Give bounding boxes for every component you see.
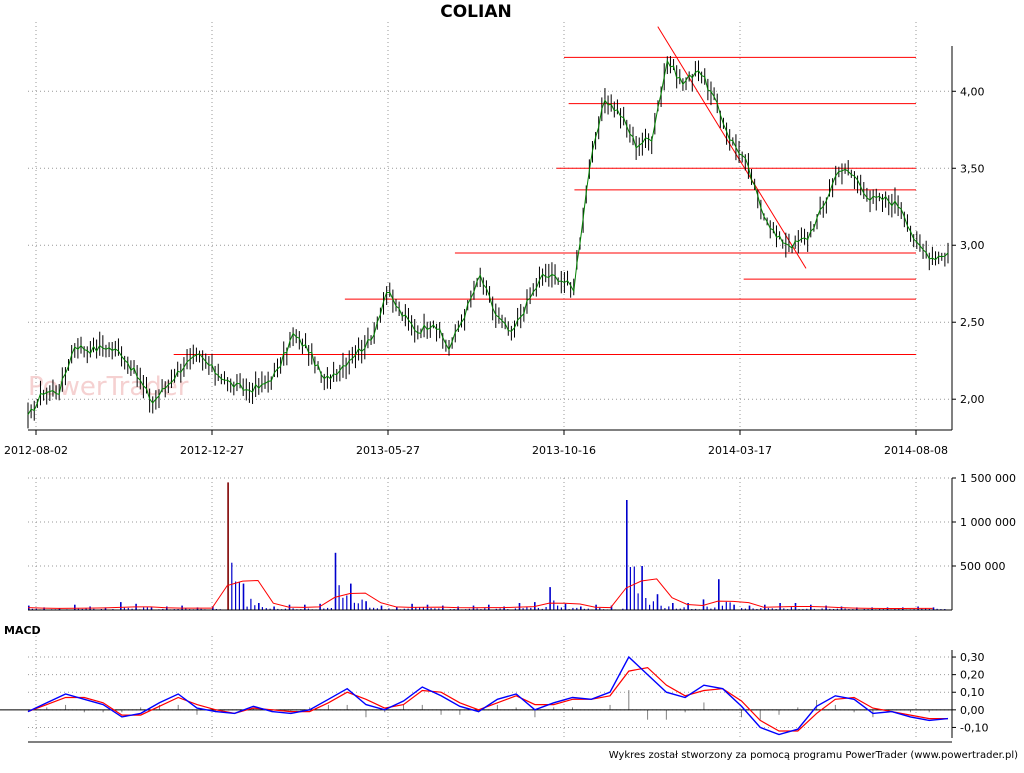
- volume-bar-13-3: [239, 582, 240, 610]
- macd-label: MACD: [4, 624, 41, 637]
- volume-bar-15: [258, 603, 260, 610]
- volume-bar-13-1: [231, 563, 232, 610]
- volume-bar-34-1: [553, 601, 554, 611]
- volume-bar-14: [243, 584, 245, 610]
- volume-bar-41-1: [661, 606, 662, 610]
- macd-ytick-label-0: -0,10: [960, 721, 988, 734]
- volume-bar-45-3: [730, 602, 731, 610]
- volume-bar-21-1: [354, 603, 355, 610]
- volume-bar-13: [227, 482, 229, 610]
- volume-bar-3: [74, 605, 76, 610]
- macd-ytick-label-2: 0,10: [960, 686, 985, 699]
- volume-bar-45-2: [726, 602, 727, 610]
- volume-average-line: [28, 579, 933, 609]
- price-ytick-label-0: 2,00: [960, 393, 985, 406]
- vol-ytick-label-0: 500 000: [960, 560, 1006, 573]
- vol-ytick-label-1: 1 000 000: [960, 516, 1016, 529]
- volume-bar-45-1: [722, 606, 723, 610]
- volume-bar-53: [841, 607, 843, 611]
- volume-bar-39: [626, 500, 628, 610]
- volume-bar-35: [565, 604, 567, 610]
- price-ytick-label-2: 3,00: [960, 239, 985, 252]
- macd-ytick-label-3: 0,20: [960, 669, 985, 682]
- volume-bar-27: [442, 606, 444, 610]
- price-xtick-label-3: 2013-10-16: [532, 444, 596, 457]
- volume-bar-20-1: [339, 585, 340, 610]
- volume-bar-39-2: [634, 567, 635, 611]
- price-xtick-label-2: 2013-05-27: [356, 444, 420, 457]
- volume-bar-14-2: [250, 599, 251, 610]
- volume-bar-34-2: [557, 606, 558, 610]
- volume-bar-14-3: [254, 605, 255, 610]
- volume-bar-16: [273, 607, 275, 611]
- volume-bar-14-1: [247, 607, 248, 610]
- volume-bar-41-3: [668, 606, 669, 610]
- footer-note: Wykres został stworzony za pomocą progra…: [609, 750, 1018, 761]
- volume-bar-39-3: [638, 593, 639, 610]
- price-ytick-label-1: 2,50: [960, 316, 985, 329]
- volume-bar-40: [641, 566, 643, 610]
- volume-bar-20: [335, 553, 337, 610]
- volume-bar-23: [381, 606, 383, 610]
- trend-line-8: [658, 27, 806, 269]
- volume-bar-20-2: [342, 598, 343, 610]
- volume-bar-6: [120, 602, 122, 610]
- volume-bar-51: [810, 605, 812, 610]
- volume-bar-21: [350, 584, 352, 610]
- price-xtick-label-1: 2012-12-27: [180, 444, 244, 457]
- volume-bar-31: [503, 607, 505, 611]
- price-ytick-label-3: 3,50: [960, 162, 985, 175]
- volume-bar-9: [166, 607, 168, 611]
- volume-bar-45: [718, 579, 720, 610]
- volume-bar-46: [733, 605, 735, 610]
- watermark-logo: PowerTrader: [28, 372, 189, 402]
- volume-bars: [28, 482, 945, 610]
- price-xtick-label-5: 2014-08-08: [884, 444, 948, 457]
- macd-line: [28, 657, 948, 735]
- price-line: [28, 61, 948, 415]
- volume-bar-42: [672, 603, 674, 610]
- volume-bar-40-1: [645, 598, 646, 610]
- macd-ytick-label-4: 0,30: [960, 651, 985, 664]
- volume-bar-34: [549, 587, 551, 610]
- volume-bar-36: [580, 607, 582, 611]
- volume-bar-13-2: [235, 582, 236, 611]
- macd-ytick-label-1: 0,00: [960, 704, 985, 717]
- volume-bar-40-2: [649, 605, 650, 610]
- volume-bar-39-1: [630, 567, 631, 610]
- volume-bar-47: [749, 606, 751, 610]
- volume-bar-21-3: [362, 600, 363, 610]
- vol-ytick-label-2: 1 500 000: [960, 472, 1016, 485]
- chart-title: COLIAN: [0, 2, 952, 22]
- volume-bar-28: [457, 607, 459, 611]
- volume-bar-52: [825, 606, 827, 610]
- volume-bar-22: [365, 601, 367, 610]
- volume-bar-21-2: [358, 603, 359, 610]
- volume-bar-20-3: [346, 596, 347, 611]
- volume-bar-32: [519, 603, 521, 610]
- volume-bar-44-1: [707, 607, 708, 610]
- price-xtick-label-4: 2014-03-17: [708, 444, 772, 457]
- volume-bar-40-3: [653, 601, 654, 610]
- volume-bar-41: [657, 594, 659, 610]
- price-ytick-label-4: 4,00: [960, 85, 985, 98]
- price-xtick-label-0: 2012-08-02: [4, 444, 68, 457]
